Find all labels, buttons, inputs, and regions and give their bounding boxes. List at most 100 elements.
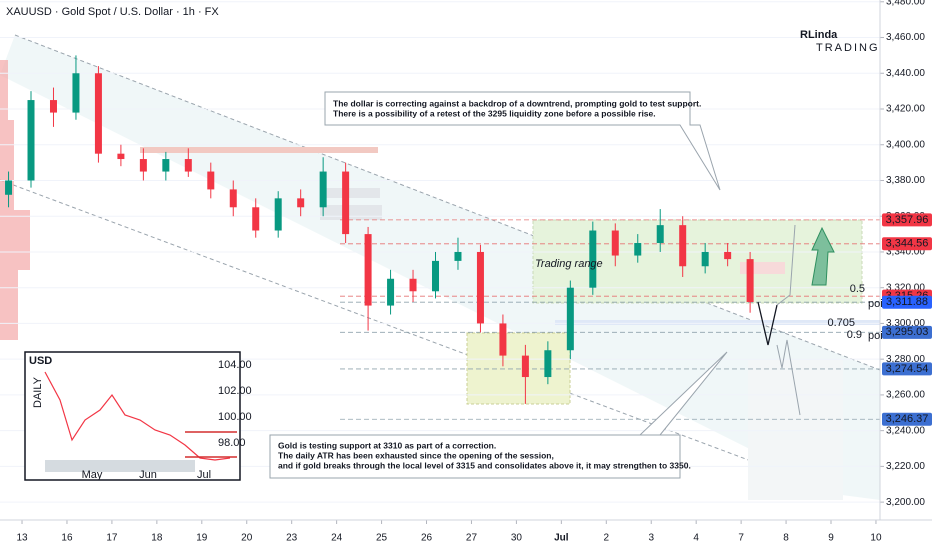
candle-body (297, 198, 305, 208)
note-bottom (269, 351, 728, 479)
x-tick-label: 10 (870, 533, 882, 544)
candle-body (387, 278, 395, 306)
inset-tick: 102.00 (218, 385, 252, 397)
candle-body (252, 207, 260, 231)
y-tick-label: 3,400.00 (886, 139, 925, 150)
range-label: Trading range (535, 258, 603, 270)
inset-x: Jun (139, 469, 157, 481)
note-text: Gold is testing support at 3310 as part … (278, 440, 496, 450)
x-tick-label: 3 (648, 533, 654, 544)
path-arrow (776, 339, 801, 416)
candle-body (521, 355, 529, 378)
zone (748, 360, 843, 500)
zone (555, 320, 880, 325)
candle-body (117, 153, 125, 160)
candle-body (432, 260, 440, 292)
inset-x: May (82, 469, 103, 481)
candle-body (207, 171, 215, 190)
candle-body (544, 350, 552, 378)
path-arrow (757, 301, 778, 346)
y-tick-label: 3,300.00 (886, 318, 925, 329)
x-tick-label: 18 (151, 533, 163, 544)
y-tick-label: 3,440.00 (886, 68, 925, 79)
note-text: There is a possibility of a retest of th… (333, 108, 656, 118)
candle-body (746, 259, 754, 302)
y-tick-label: 3,260.00 (886, 390, 925, 401)
note-top (324, 91, 721, 191)
candle-body (27, 100, 35, 181)
level-badge (882, 295, 932, 309)
note-text: and if gold breaks through the local lev… (278, 460, 691, 470)
candle-body (162, 159, 170, 172)
level-label: 3,274.54 (886, 363, 929, 375)
level-label: 3,357.96 (886, 214, 929, 226)
level-label: 3,246.37 (886, 413, 929, 425)
x-tick-label: 23 (286, 533, 298, 544)
zone (140, 147, 378, 153)
range-zone (532, 219, 863, 304)
y-tick-label: 3,240.00 (886, 425, 925, 436)
level-badge (882, 412, 932, 426)
inset-side: DAILY (32, 376, 44, 408)
x-tick-label: 2 (604, 533, 610, 544)
y-tick-label: 3,420.00 (886, 104, 925, 115)
candle-body (364, 234, 372, 306)
y-tick-label: 3,320.00 (886, 282, 925, 293)
candle-body (724, 251, 732, 260)
y-tick-label: 3,380.00 (886, 175, 925, 186)
level-label: 3,344.56 (886, 238, 929, 250)
inset-x: Jul (197, 469, 211, 481)
poi-label: poi (868, 298, 883, 310)
level-label: 3,295.03 (886, 326, 929, 338)
y-tick-label: 3,280.00 (886, 354, 925, 365)
y-tick-label: 3,340.00 (886, 247, 925, 258)
x-tick-label: 25 (376, 533, 388, 544)
x-tick-label: 20 (241, 533, 253, 544)
y-tick-label: 3,220.00 (886, 461, 925, 472)
level-badge (882, 213, 932, 227)
candle-body (342, 171, 350, 235)
x-tick-label: 27 (466, 533, 478, 544)
candle-body (701, 251, 709, 267)
x-tick-label: 30 (511, 533, 523, 544)
x-tick-label: Jul (554, 533, 569, 544)
candle-body (656, 225, 664, 244)
y-tick-label: 3,200.00 (886, 497, 925, 508)
x-tick-label: 26 (421, 533, 433, 544)
zone (320, 205, 382, 220)
note-text: The dollar is correcting against a backd… (333, 98, 701, 108)
logo-name: RLinda (800, 29, 838, 41)
zone (320, 188, 380, 198)
level-badge (882, 325, 932, 339)
candle-body (611, 230, 619, 256)
fib-label: 0.5 (850, 283, 865, 295)
y-tick-label: 3,480.00 (886, 0, 925, 7)
candle-body (184, 159, 192, 172)
inset-tick: 104.00 (218, 359, 252, 371)
channel-line (0, 179, 843, 496)
inset-tick: 98.00 (218, 437, 246, 449)
usd-inset (24, 351, 241, 481)
poi-label: poi (868, 330, 883, 342)
candle-body (319, 171, 327, 208)
candle-body (679, 225, 687, 267)
candle-body (94, 73, 102, 154)
chart-title: XAUUSD · Gold Spot / U.S. Dollar · 1h · … (6, 6, 219, 18)
candle-body (476, 251, 484, 324)
channel-line (14, 34, 881, 371)
x-tick-label: 7 (738, 533, 744, 544)
candle-body (49, 100, 57, 113)
x-tick-label: 8 (783, 533, 789, 544)
x-tick-label: 19 (196, 533, 208, 544)
candle-body (72, 73, 80, 113)
x-tick-label: 13 (16, 533, 28, 544)
candle-body (566, 287, 574, 351)
candle-body (634, 243, 642, 256)
candle-body (454, 251, 462, 261)
candle-body (274, 198, 282, 231)
candle-body (139, 159, 147, 172)
candle-body (409, 278, 417, 292)
logo-sub: TRADING (816, 42, 880, 54)
target-arrow (811, 226, 835, 286)
